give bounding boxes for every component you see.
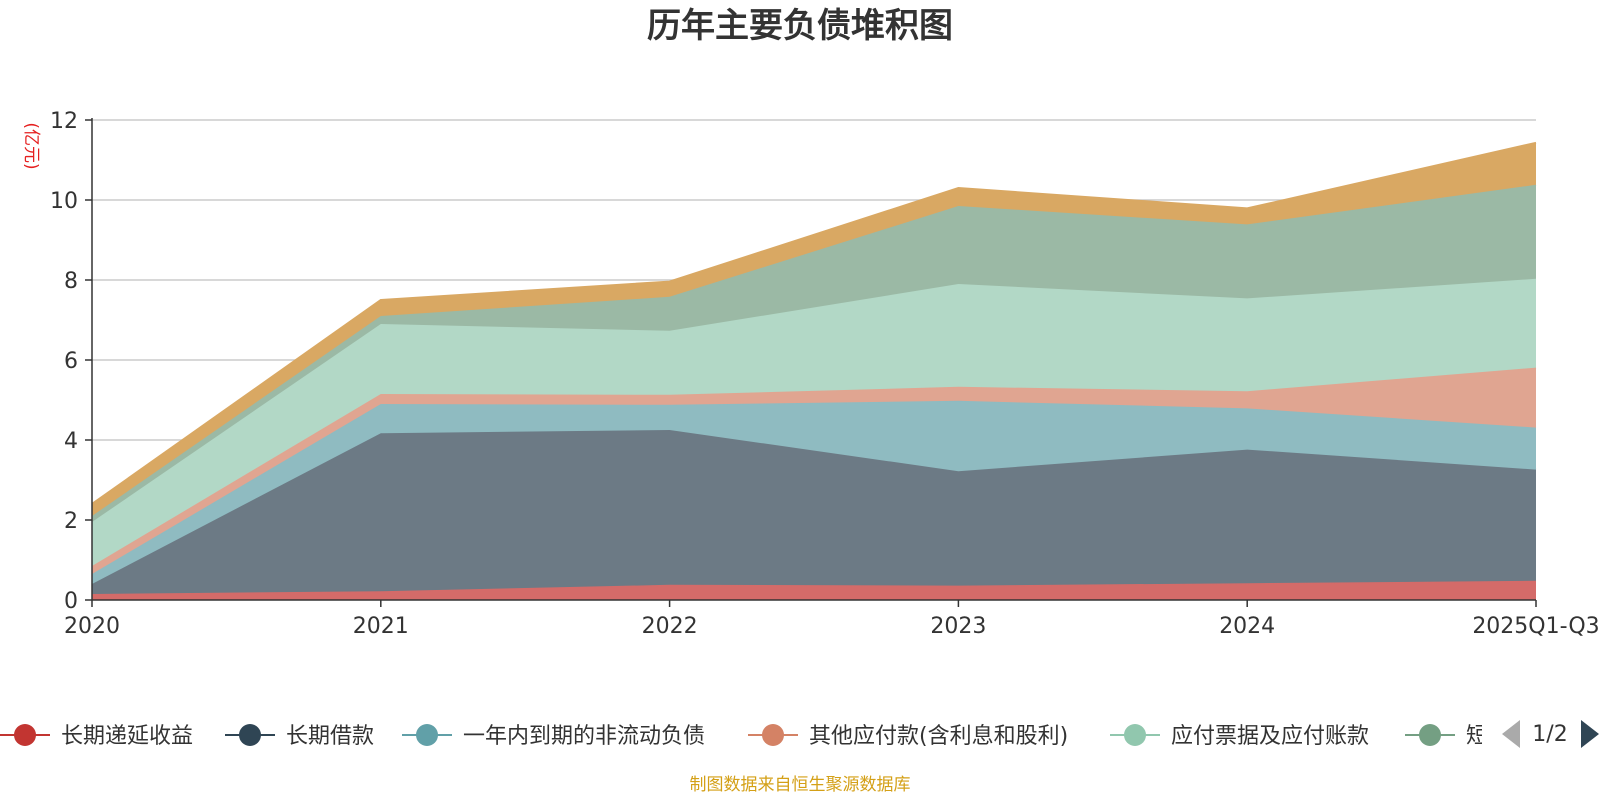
legend-item[interactable]: 短 — [1405, 724, 1488, 749]
legend-next-page-icon[interactable] — [1581, 720, 1599, 748]
area-其他应付款(含利息和股利) — [92, 367, 1536, 574]
legend-marker-icon — [14, 724, 36, 746]
legend-pager: 1/2 — [1502, 720, 1599, 748]
x-tick-label: 2023 — [930, 614, 986, 639]
legend-marker-icon — [239, 724, 261, 746]
y-tick-label: 8 — [64, 269, 78, 294]
legend-item[interactable]: 其他应付款(含利息和股利) — [748, 724, 1068, 749]
legend-marker-icon — [416, 724, 438, 746]
area-edge-其他 — [91, 141, 1537, 505]
x-tick-label: 2022 — [642, 614, 698, 639]
area-应付票据及应付账款 — [92, 278, 1536, 566]
legend-marker-icon — [1419, 724, 1441, 746]
legend-label: 长期递延收益 — [61, 724, 193, 749]
area-一年内到期的非流动负债 — [92, 400, 1536, 584]
legend: 长期递延收益 长期借款 一年内到期的非流动负债 其他应付款(含利息和股利) 应付票据及应… — [0, 724, 1488, 749]
legend-label: 应付票据及应付账款 — [1171, 724, 1369, 749]
y-tick-label: 2 — [64, 509, 78, 534]
x-tick-label: 2024 — [1219, 614, 1275, 639]
legend-item[interactable]: 长期借款 — [225, 724, 374, 749]
y-tick-label: 12 — [50, 109, 78, 134]
legend-page-indicator: 1/2 — [1532, 722, 1567, 747]
y-tick-label: 10 — [50, 189, 78, 214]
legend-label: 一年内到期的非流动负债 — [463, 724, 705, 749]
y-axis-unit-label: (亿元) — [21, 122, 41, 169]
y-tick-label: 0 — [64, 589, 78, 614]
legend-item[interactable]: 长期递延收益 — [0, 724, 193, 749]
x-tick-label: 2021 — [353, 614, 409, 639]
legend-label: 长期借款 — [286, 724, 374, 749]
y-tick-label: 6 — [64, 349, 78, 374]
legend-label: 短 — [1466, 724, 1488, 749]
x-tick-label: 2020 — [64, 614, 120, 639]
legend-item[interactable]: 应付票据及应付账款 — [1110, 724, 1369, 749]
area-series — [91, 141, 1537, 600]
area-长期借款 — [92, 430, 1536, 594]
legend-item[interactable]: 一年内到期的非流动负债 — [402, 724, 705, 749]
legend-marker-icon — [762, 724, 784, 746]
area-其他 — [92, 142, 1536, 517]
data-source-note: 制图数据来自恒生聚源数据库 — [690, 775, 911, 795]
legend-marker-icon — [1124, 724, 1146, 746]
legend-label: 其他应付款(含利息和股利) — [809, 724, 1068, 749]
x-tick-label: 2025Q1-Q3 — [1472, 614, 1599, 639]
legend-prev-page-icon[interactable] — [1502, 720, 1520, 748]
area-短期借款 — [92, 184, 1536, 523]
y-tick-label: 4 — [64, 429, 78, 454]
area-长期递延收益 — [92, 580, 1536, 600]
chart-title: 历年主要负债堆积图 — [647, 6, 953, 46]
axes: 0 2 4 6 8 10 12 2020 2021 2022 2023 2024 2025Q1-Q3 — [50, 109, 1600, 639]
